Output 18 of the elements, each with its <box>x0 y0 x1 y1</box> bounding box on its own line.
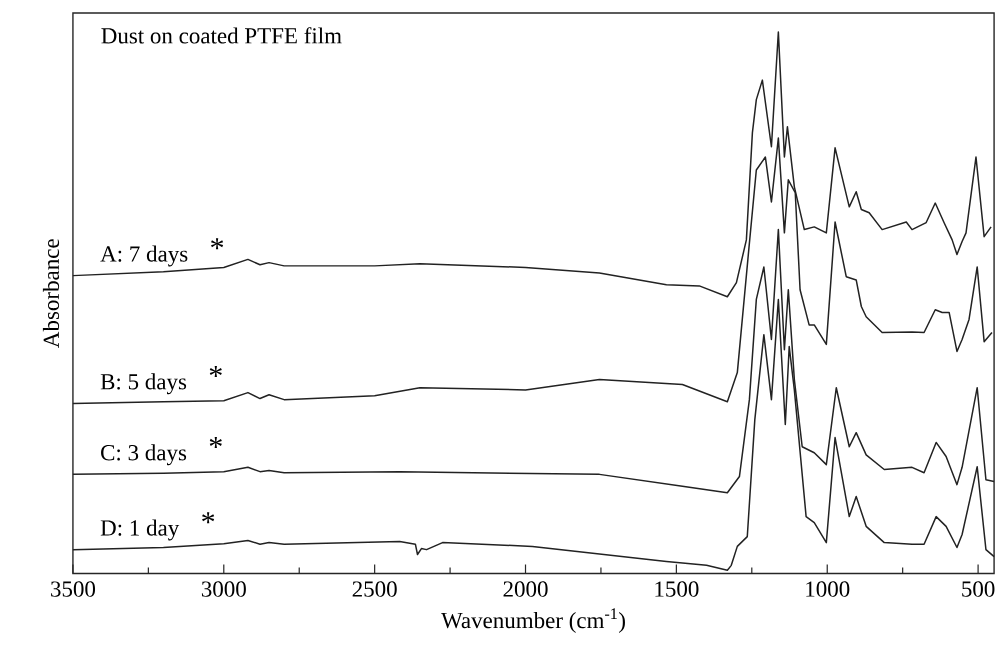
annotation: * <box>209 365 222 377</box>
series-label: C: 3 days <box>101 444 187 465</box>
series-label: A: 7 days <box>100 245 188 267</box>
annotation: * <box>211 237 224 249</box>
x-tick-label: 3500 <box>51 581 96 597</box>
x-tick-label: 2500 <box>352 581 397 597</box>
x-axis-title: Wavenumber (cm$^{-1}$) <box>441 608 625 633</box>
series-label: B: 5 days <box>100 373 187 395</box>
x-tick-label: 1500 <box>655 581 699 597</box>
series-label: D: 1 day <box>100 519 180 541</box>
x-tick-label: 1000 <box>806 581 850 597</box>
chart-title: Dust on coated PTFE film <box>101 27 342 44</box>
annotation: * <box>209 436 222 448</box>
x-tick-label: 2000 <box>503 581 548 597</box>
x-tick-label: 3000 <box>201 581 246 597</box>
x-tick-label: 500 <box>962 581 995 597</box>
y-axis-title: Absorbance <box>42 238 60 348</box>
annotation: * <box>202 512 215 523</box>
